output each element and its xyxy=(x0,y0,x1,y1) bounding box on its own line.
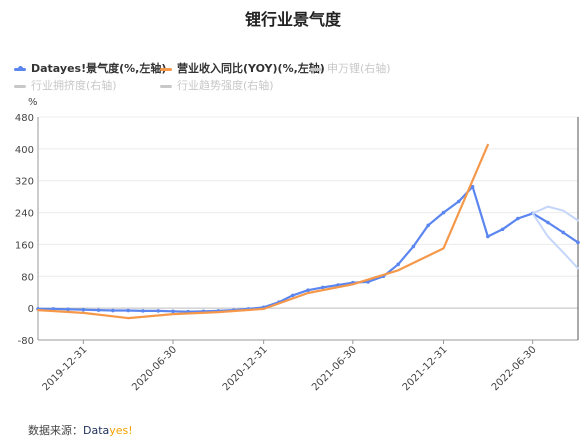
data-point xyxy=(486,234,490,239)
data-point xyxy=(500,227,505,232)
data-source-brand-a[interactable]: Data xyxy=(83,424,110,437)
data-source: 数据来源：Datayes! xyxy=(28,422,133,438)
x-tick-label: 2022-06-30 xyxy=(490,344,539,393)
x-tick-label: 2020-06-30 xyxy=(130,344,179,393)
legend-item-trend-strength[interactable]: 行业趋势强度(右轴) xyxy=(160,79,274,93)
y-axis-unit: % xyxy=(28,97,38,108)
series-line xyxy=(531,212,579,270)
legend-label: 营业收入同比(YOY)(%,左轴) xyxy=(177,62,325,75)
data-point xyxy=(306,288,310,293)
legend-item-revenue-yoy[interactable]: 营业收入同比(YOY)(%,左轴) xyxy=(160,62,325,76)
x-tick-label: 2019-12-31 xyxy=(41,344,90,393)
legend-swatch-gray xyxy=(14,84,26,88)
series-line xyxy=(531,205,579,222)
y-tick-label: 160 xyxy=(15,240,34,251)
data-point xyxy=(561,230,566,235)
data-point xyxy=(441,210,446,215)
data-point xyxy=(51,307,56,311)
grid-lines xyxy=(37,116,579,341)
legend-swatch-gray xyxy=(160,84,172,88)
data-point xyxy=(426,223,431,228)
data-source-label: 数据来源： xyxy=(28,424,83,437)
series-line xyxy=(36,143,489,320)
y-tick-label: 320 xyxy=(15,177,34,188)
data-point xyxy=(66,307,70,312)
legend-item-sw-lithium[interactable]: 申万锂(右轴) xyxy=(310,62,391,76)
data-point xyxy=(111,308,115,313)
data-point xyxy=(576,240,580,245)
x-tick-label: 2020-12-31 xyxy=(221,344,270,393)
data-point xyxy=(396,262,400,267)
data-point xyxy=(546,220,550,225)
legend-swatch-orange xyxy=(160,67,172,71)
legend-label: Datayes!景气度(%,左轴) xyxy=(31,62,167,75)
y-tick-label: 80 xyxy=(21,272,34,283)
data-point xyxy=(141,309,145,313)
data-source-brand-b[interactable]: yes! xyxy=(109,424,133,437)
data-point xyxy=(470,184,475,189)
data-point xyxy=(320,285,325,290)
y-tick-label: 400 xyxy=(15,145,34,156)
data-point xyxy=(290,293,295,298)
legend-swatch-gray xyxy=(310,67,322,71)
y-axis-ticks: -80 0 80 160 240 320 400 480 xyxy=(15,113,34,347)
data-point xyxy=(456,199,461,204)
data-point xyxy=(126,308,130,313)
y-tick-label: -80 xyxy=(18,336,34,347)
legend-swatch-blue xyxy=(14,66,26,71)
legend-label: 申万锂(右轴) xyxy=(327,62,391,75)
legend-label: 行业趋势强度(右轴) xyxy=(177,79,274,92)
data-point xyxy=(171,309,175,314)
data-point xyxy=(156,309,161,313)
y-tick-label: 240 xyxy=(15,209,34,220)
legend-label: 行业拥挤度(右轴) xyxy=(31,79,117,92)
data-point xyxy=(411,244,416,249)
y-tick-label: 480 xyxy=(15,113,34,124)
chart-series xyxy=(36,143,580,320)
chart-title: 锂行业景气度 xyxy=(244,10,341,29)
data-point xyxy=(81,307,86,312)
data-point xyxy=(96,308,101,312)
x-axis-ticks: 2019-12-31 2020-06-30 2020-12-31 2021-06-30… xyxy=(41,340,539,393)
x-tick-label: 2021-12-31 xyxy=(401,344,450,393)
y-tick-label: 0 xyxy=(28,304,34,315)
data-point xyxy=(516,216,520,221)
legend-item-crowding[interactable]: 行业拥挤度(右轴) xyxy=(14,79,117,93)
x-tick-label: 2021-06-30 xyxy=(310,344,359,393)
legend-item-datayes-index[interactable]: Datayes!景气度(%,左轴) xyxy=(14,62,166,76)
